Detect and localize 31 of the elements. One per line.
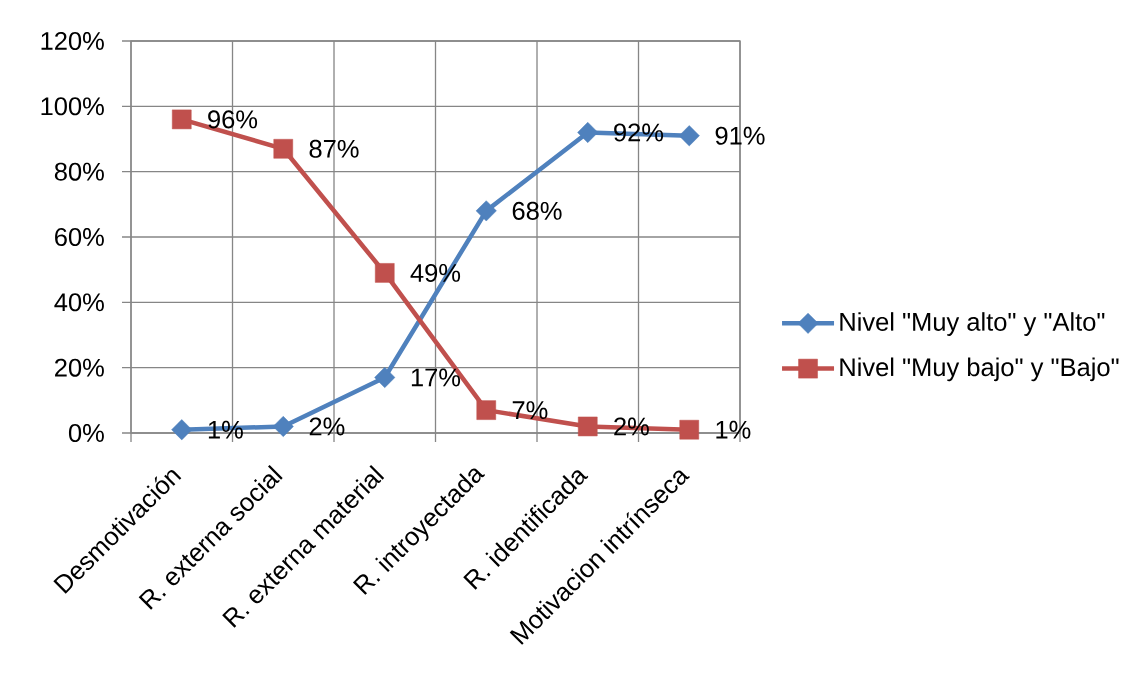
y-tick-label: 120% xyxy=(41,31,104,51)
point xyxy=(273,139,294,159)
legend-label: Nivel "Muy bajo" y "Bajo" xyxy=(840,357,1119,382)
point xyxy=(578,416,598,437)
point xyxy=(375,263,395,283)
y-tick-label: 60% xyxy=(55,227,104,247)
data-label: 17% xyxy=(411,368,461,387)
data-label: 2% xyxy=(614,417,649,436)
data-label: 68% xyxy=(512,201,562,220)
point xyxy=(678,125,700,147)
point xyxy=(171,419,193,441)
y-tick-label: 100% xyxy=(41,97,104,116)
data-label: 91% xyxy=(715,126,765,145)
data-label: 7% xyxy=(512,401,548,420)
y-tick-label: 0% xyxy=(68,423,104,443)
point xyxy=(679,419,700,440)
y-tick-label: 40% xyxy=(54,293,104,312)
point xyxy=(476,400,497,420)
y-tick-label: 80% xyxy=(54,162,104,181)
point xyxy=(272,416,294,437)
point xyxy=(374,367,396,388)
point xyxy=(475,200,497,222)
data-label: 2% xyxy=(309,417,345,436)
point xyxy=(577,122,599,143)
y-tick-label: 20% xyxy=(55,358,104,377)
data-label: 96% xyxy=(208,110,258,129)
legend-label: Nivel "Muy alto" y "Alto" xyxy=(840,312,1105,336)
data-label: 87% xyxy=(309,139,359,158)
point xyxy=(172,109,192,130)
data-label: 92% xyxy=(614,123,664,142)
data-label: 1% xyxy=(716,420,751,439)
